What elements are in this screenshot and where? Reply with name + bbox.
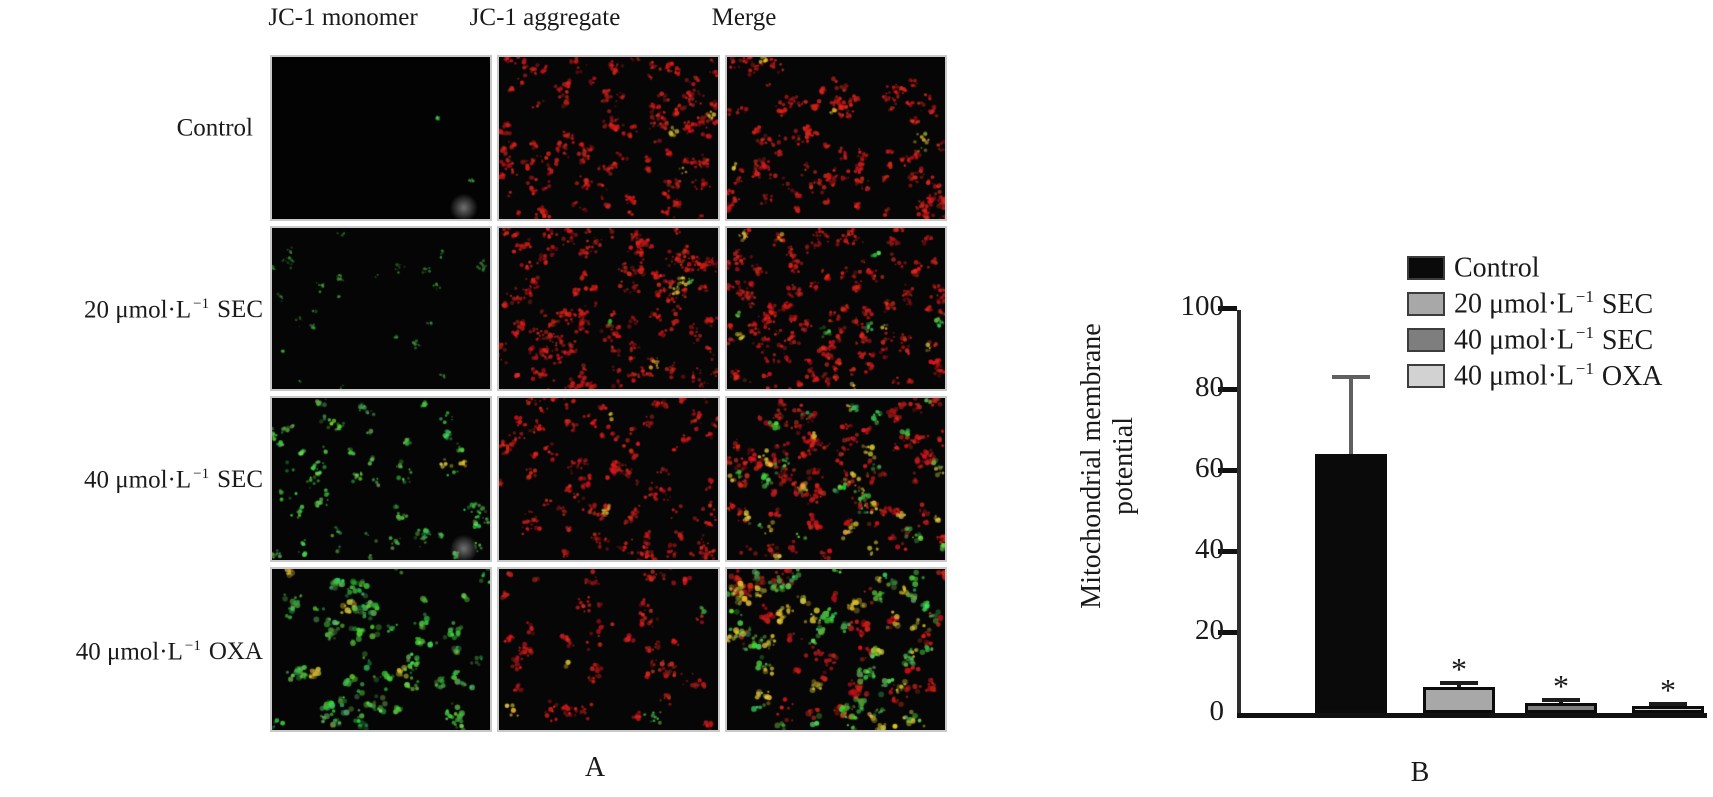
column-header-jc1-aggregate: JC-1 aggregate [469,4,621,31]
legend-entry-control: Control [1407,250,1663,286]
micrograph-image-control-aggregate [499,57,718,219]
legend-agent: SEC [1601,288,1654,320]
column-header-merge: Merge [711,4,777,31]
legend-label: 20 μmol·L −1 SEC [1454,287,1653,320]
micrograph-cell [497,396,720,562]
micrograph-cell [497,566,720,732]
error-bar-line [1349,376,1353,454]
row-label-text: Control [176,114,253,142]
significance-marker: * [1451,650,1467,687]
row-label-exponent: −1 [193,296,210,312]
y-axis-title-line1: Mitochondrial membrane [1076,323,1107,609]
micrograph-image-20sec-aggregate [499,227,718,389]
micrograph-image-40sec-monomer [272,398,491,560]
micrograph-cell [497,225,720,391]
row-label-control: Control [177,114,263,142]
panel-a-label: A [584,752,606,783]
legend-swatch-control [1407,256,1445,280]
legend-label: Control [1454,251,1550,284]
legend-swatch-40-oxa [1407,364,1445,388]
legend-agent: OXA [1601,360,1663,392]
y-tick-label: 80 [1195,371,1224,403]
chart-legend: Control 20 μmol·L −1 SEC 40 μmol·L −1 SEC 40… [1407,250,1663,394]
error-bar-cap [1332,374,1370,379]
row-label-agent: SEC [217,466,263,494]
legend-swatch-40-sec [1407,328,1445,352]
y-tick-label: 40 [1195,533,1224,565]
error-bar-cap [1542,698,1580,703]
row-label-exponent: −1 [193,466,210,482]
legend-exponent: −1 [1576,323,1594,343]
y-axis-line [1237,310,1241,718]
legend-text: Control [1454,252,1540,284]
legend-text: 20 μmol·L [1454,288,1574,320]
legend-label: 40 μmol·L −1 SEC [1454,323,1653,356]
micrograph-cell [724,566,947,732]
legend-swatch-20-sec [1407,292,1445,316]
micrograph-cell [724,55,947,221]
legend-text: 40 μmol·L [1454,324,1574,356]
y-axis-tick [1218,630,1237,635]
column-header-jc1-monomer: JC-1 monomer [268,4,418,31]
micrograph-image-40oxa-aggregate [499,568,718,730]
legend-exponent: −1 [1576,359,1594,379]
legend-agent: SEC [1601,324,1654,356]
micrograph-cell [270,566,493,732]
legend-exponent: −1 [1576,287,1594,307]
y-axis-tick [1218,468,1237,473]
x-axis-line [1237,713,1707,718]
y-axis-tick [1218,306,1237,311]
micrograph-cell [724,225,947,391]
row-label-text: 40 μmol·L [75,638,183,666]
micrograph-image-20sec-merge [726,227,945,389]
panel-b-label: B [1410,757,1430,788]
y-tick-label: 60 [1195,452,1224,484]
micrograph-cell [270,396,493,562]
y-tick-label: 0 [1209,695,1225,727]
micrograph-image-control-monomer [272,57,491,219]
micrograph-image-40oxa-monomer [272,568,491,730]
micrograph-cell [724,396,947,562]
row-label-40-oxa: 40 μmol·L −1 OXA [76,638,263,666]
micrograph-image-40oxa-merge [726,568,945,730]
row-label-text: 40 μmol·L [84,466,192,494]
error-bar-cap [1440,680,1478,685]
significance-marker: * [1553,668,1569,705]
bar-3 [1632,705,1704,713]
bar-2 [1525,702,1597,713]
y-axis-tick [1218,387,1237,392]
error-bar-cap [1649,701,1687,706]
row-label-agent: OXA [208,638,263,666]
micrograph-cell [270,225,493,391]
micrograph-cell [270,55,493,221]
bar-1 [1423,686,1495,713]
legend-entry-40-oxa: 40 μmol·L −1 OXA [1407,358,1663,394]
micrograph-grid [270,55,947,732]
row-label-20-sec: 20 μmol·L −1 SEC [84,296,263,324]
row-label-40-sec: 40 μmol·L −1 SEC [84,466,263,494]
significance-marker: * [1660,671,1676,708]
legend-label: 40 μmol·L −1 OXA [1454,359,1663,392]
micrograph-image-40sec-aggregate [499,398,718,560]
micrograph-cell [497,55,720,221]
row-label-exponent: −1 [184,638,201,654]
row-label-text: 20 μmol·L [84,296,192,324]
legend-entry-20-sec: 20 μmol·L −1 SEC [1407,286,1663,322]
micrograph-image-40sec-merge [726,398,945,560]
legend-entry-40-sec: 40 μmol·L −1 SEC [1407,322,1663,358]
y-tick-label: 20 [1195,614,1224,646]
y-tick-label: 100 [1180,290,1225,322]
row-label-agent: SEC [217,296,263,324]
legend-text: 40 μmol·L [1454,360,1574,392]
bar-0 [1315,453,1387,713]
y-axis-tick [1218,549,1237,554]
micrograph-image-control-merge [726,57,945,219]
error-bar-line [1457,682,1461,687]
micrograph-image-20sec-monomer [272,227,491,389]
